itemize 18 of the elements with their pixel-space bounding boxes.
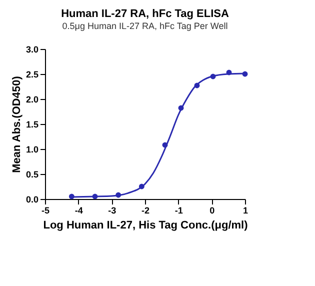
chart-subtitle: 0.5μg Human IL-27 RA, hFc Tag Per Well: [62, 21, 228, 31]
chart-title: Human IL-27 RA, hFc Tag ELISA: [61, 8, 229, 20]
x-tick-label: -4: [74, 206, 83, 216]
y-axis-title: Mean Abs.(OD450): [10, 76, 23, 173]
x-tick-label: 0: [210, 206, 215, 216]
x-axis-title: Log Human IL-27, His Tag Conc.(μg/ml): [43, 220, 248, 232]
y-tick-label: 0.0: [26, 194, 38, 204]
y-tick-label: 2.5: [26, 70, 38, 80]
y-tick-label: 3.0: [26, 44, 38, 54]
y-tick-label: 1.5: [26, 120, 38, 130]
x-tick-label: -5: [41, 206, 50, 216]
y-tick-label: 0.5: [26, 170, 38, 180]
y-tick-label: 2.0: [26, 94, 38, 104]
x-tick-label: 1: [242, 206, 248, 216]
x-tick-label: -1: [174, 206, 183, 216]
y-tick-label: 1.0: [26, 144, 38, 154]
x-tick-label: -2: [141, 206, 150, 216]
x-tick-label: -3: [108, 206, 116, 216]
